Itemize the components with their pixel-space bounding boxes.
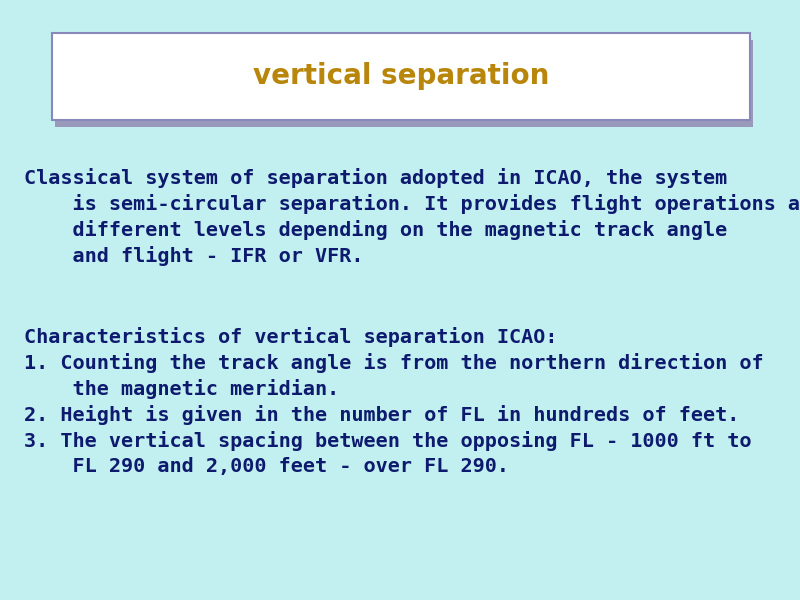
Text: vertical separation: vertical separation: [253, 62, 549, 90]
FancyBboxPatch shape: [55, 40, 753, 127]
FancyBboxPatch shape: [52, 33, 750, 120]
Text: Classical system of separation adopted in ICAO, the system
    is semi-circular : Classical system of separation adopted i…: [24, 168, 800, 266]
Text: Characteristics of vertical separation ICAO:
1. Counting the track angle is from: Characteristics of vertical separation I…: [24, 327, 764, 476]
